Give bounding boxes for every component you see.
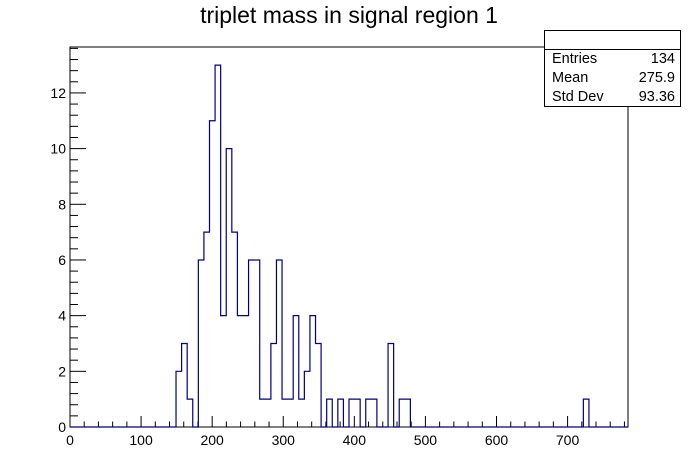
stats-row-mean: Mean 275.9 <box>545 69 680 88</box>
histogram-bin <box>198 260 204 427</box>
stats-entries-label: Entries <box>552 51 598 67</box>
histogram-bin <box>271 343 277 427</box>
y-tick-label: 8 <box>58 196 66 212</box>
stats-row-stddev: Std Dev 93.36 <box>545 88 680 107</box>
histogram-bin <box>243 316 249 427</box>
histogram-bin <box>327 399 333 427</box>
stats-box: Entries 134 Mean 275.9 Std Dev 93.36 <box>544 30 681 107</box>
histogram-bin <box>187 399 193 427</box>
histogram-bin <box>210 121 216 427</box>
stats-mean-label: Mean <box>552 70 589 86</box>
y-tick-label: 6 <box>58 252 66 268</box>
x-tick-label: 300 <box>272 432 296 448</box>
histogram-bin <box>276 260 282 427</box>
histogram-bin <box>316 343 322 427</box>
histogram-bin <box>249 260 255 427</box>
histogram-bin <box>405 399 411 427</box>
histogram-bin <box>260 399 266 427</box>
histogram-bin <box>204 232 210 427</box>
histogram-bin <box>232 232 238 427</box>
x-tick-label: 100 <box>129 432 153 448</box>
y-tick-label: 0 <box>58 419 66 435</box>
histogram-bars <box>70 64 628 428</box>
histogram-bin <box>304 371 310 427</box>
histogram-bin <box>293 316 299 427</box>
x-tick-label: 600 <box>485 432 509 448</box>
chart-title: triplet mass in signal region 1 <box>200 2 498 28</box>
stats-box-header <box>545 31 680 50</box>
stats-mean-value: 275.9 <box>638 70 675 86</box>
y-tick-label: 4 <box>58 308 66 324</box>
histogram-bin <box>349 399 355 427</box>
histogram-bin <box>288 399 294 427</box>
histogram-bin <box>299 399 305 427</box>
stats-row-entries: Entries 134 <box>545 50 680 69</box>
histogram-bin <box>176 371 182 427</box>
histogram-outline <box>70 64 628 428</box>
histogram-bin <box>399 399 405 427</box>
histogram-bin <box>310 316 316 427</box>
histogram-bin <box>215 65 221 427</box>
histogram-bin <box>237 316 243 427</box>
histogram-bin <box>254 260 260 427</box>
x-tick-label: 0 <box>66 432 74 448</box>
histogram-bin <box>583 399 589 427</box>
histogram-bin <box>265 399 271 427</box>
histogram-bin <box>371 399 377 427</box>
x-tick-label: 400 <box>343 432 367 448</box>
y-tick-label: 10 <box>50 141 66 157</box>
stats-entries-value: 134 <box>650 51 675 67</box>
x-tick-label: 500 <box>414 432 438 448</box>
histogram-bin <box>355 399 361 427</box>
y-tick-label: 2 <box>58 363 66 379</box>
stats-stddev-value: 93.36 <box>638 89 675 105</box>
histogram-bin <box>388 343 394 427</box>
histogram-bin <box>226 149 232 427</box>
y-tick-label: 12 <box>50 85 66 101</box>
x-tick-label: 200 <box>200 432 224 448</box>
axis-ticks: 0 100 200 300 400 500 600 700 0 2 4 6 8 10 12 <box>50 47 625 448</box>
x-tick-label: 700 <box>556 432 580 448</box>
histogram-bin <box>338 399 344 427</box>
histogram-bin <box>182 343 188 427</box>
stats-stddev-label: Std Dev <box>552 89 604 105</box>
histogram-bin <box>221 316 227 427</box>
